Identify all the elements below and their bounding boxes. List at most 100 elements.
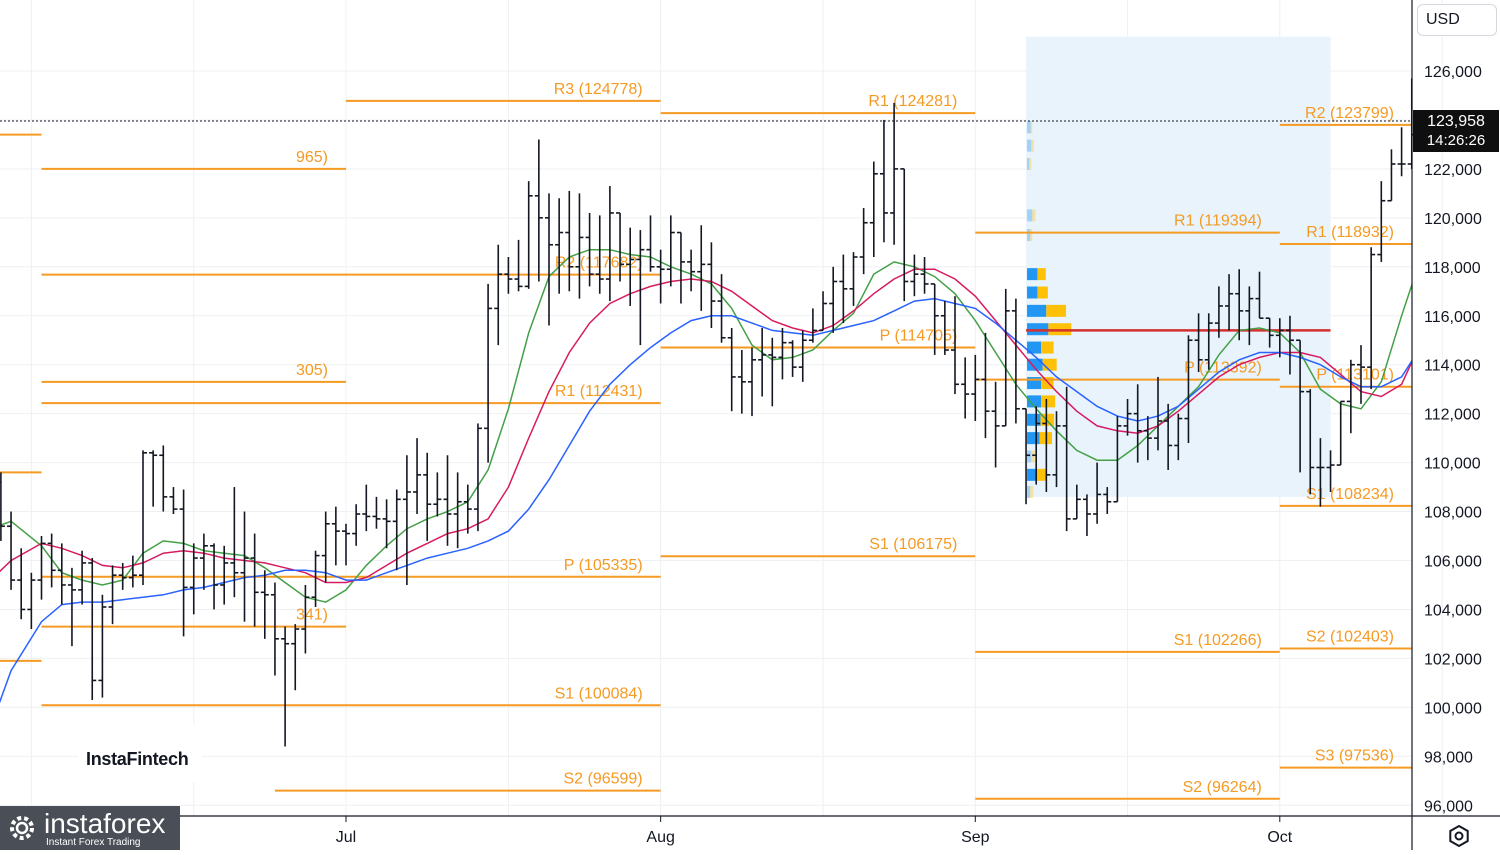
pivot-level-label: S1 (102266) xyxy=(1174,632,1262,649)
volume-profile-buy-bar xyxy=(1027,228,1031,241)
ohlc-bar xyxy=(362,484,371,532)
ohlc-bar xyxy=(139,450,147,585)
volume-profile-sell-bar xyxy=(1036,468,1047,481)
ohlc-bar xyxy=(900,168,909,302)
volume-profile-buy-bar xyxy=(1027,395,1042,408)
ohlc-bar xyxy=(534,139,543,282)
ohlc-bar xyxy=(484,283,493,463)
ohlc-bar xyxy=(1093,462,1102,524)
ohlc-bar xyxy=(1367,247,1376,390)
pivot-level-label: S2 (102403) xyxy=(1306,629,1394,646)
ohlc-bar xyxy=(819,291,828,332)
volume-profile-buy-bar xyxy=(1027,468,1037,481)
ohlc-bar xyxy=(555,198,564,294)
ohlc-bar xyxy=(758,327,767,397)
ohlc-bar xyxy=(829,266,838,333)
ohlc-bar xyxy=(250,533,259,627)
volume-profile-buy-bar xyxy=(1027,158,1030,171)
ohlc-bar xyxy=(1214,286,1223,338)
ohlc-bar xyxy=(687,249,696,292)
volume-profile-buy-bar xyxy=(1027,139,1032,152)
volume-profile-buy-bar xyxy=(1027,304,1047,317)
volume-profile-buy-bar xyxy=(1027,485,1031,498)
ohlc-bar xyxy=(676,231,685,304)
ohlc-bar xyxy=(1255,271,1264,319)
volume-profile-buy-bar xyxy=(1027,286,1038,299)
pivot-level-label: S2 (96599) xyxy=(563,771,642,788)
ohlc-bar xyxy=(108,565,117,625)
ohlc-bar xyxy=(748,347,756,417)
ohlc-bar xyxy=(342,523,350,566)
ohlc-bar xyxy=(504,257,513,294)
ohlc-bar xyxy=(951,296,959,395)
ohlc-bar xyxy=(1346,359,1355,434)
ohlc-bar xyxy=(808,308,817,343)
ohlc-bar xyxy=(788,340,797,377)
currency-selector[interactable]: USD xyxy=(1417,4,1497,36)
ohlc-bar xyxy=(778,327,787,380)
watermark-name: instaforex xyxy=(44,808,166,839)
ohlc-bar xyxy=(311,550,320,608)
ohlc-bar xyxy=(98,594,107,698)
ohlc-bar xyxy=(707,242,716,328)
ohlc-bar xyxy=(57,543,66,605)
price-axis-tick-label: 106,000 xyxy=(1424,554,1482,571)
ohlc-bar xyxy=(1143,416,1152,461)
price-axis-tick-label: 122,000 xyxy=(1424,162,1482,179)
ohlc-bar xyxy=(930,283,939,355)
currency-label: USD xyxy=(1426,11,1460,28)
pivot-level-label: 305) xyxy=(296,362,328,379)
volume-profile-sell-bar xyxy=(1030,228,1033,241)
last-price-badge: 123,958 14:26:26 xyxy=(1413,110,1499,152)
pivot-level-label: R1 (119394) xyxy=(1174,213,1262,230)
price-axis-tick-label: 126,000 xyxy=(1424,64,1482,81)
ohlc-bar xyxy=(991,381,1000,468)
ohlc-bar xyxy=(727,327,736,412)
ohlc-bar xyxy=(1103,487,1112,514)
price-axis-tick-label: 110,000 xyxy=(1424,456,1481,473)
ohlc-bar xyxy=(1052,411,1061,488)
ohlc-bar xyxy=(1316,438,1325,507)
ohlc-bar xyxy=(697,225,706,311)
volume-profile-sell-bar xyxy=(1041,341,1054,354)
chart-settings-button[interactable] xyxy=(1446,823,1472,849)
ohlc-bar xyxy=(717,274,726,343)
brand-name: InstaFintech xyxy=(86,749,189,769)
ohlc-bar xyxy=(961,357,970,419)
ohlc-bar xyxy=(514,239,523,292)
ohlc-bar xyxy=(616,212,625,282)
ohlc-bar xyxy=(169,487,178,514)
ohlc-bar xyxy=(27,572,36,630)
price-axis-tick-label: 104,000 xyxy=(1424,602,1482,619)
ohlc-bar xyxy=(626,227,635,306)
ohlc-bar xyxy=(605,186,614,302)
price-axis-tick-label: 118,000 xyxy=(1424,260,1481,277)
ohlc-bar xyxy=(240,511,249,622)
ohlc-bar xyxy=(301,584,310,654)
ohlc-bar xyxy=(463,484,472,534)
ohlc-bar xyxy=(0,472,5,541)
ohlc-bar xyxy=(1194,313,1203,373)
ohlc-bar xyxy=(1326,450,1335,492)
ohlc-bar xyxy=(128,555,137,588)
ohlc-bar xyxy=(1225,274,1234,331)
ohlc-bar xyxy=(1154,376,1162,451)
ohlc-bar xyxy=(1245,286,1254,346)
volume-profile-sell-bar xyxy=(1029,158,1032,171)
ohlc-bar xyxy=(646,215,655,272)
volume-profile-sell-bar xyxy=(1046,304,1067,317)
ohlc-bar xyxy=(1357,345,1365,404)
ohlc-bar xyxy=(1082,494,1091,537)
ohlc-bar xyxy=(1265,317,1274,348)
ohlc-bar xyxy=(1022,407,1031,505)
volume-profile-buy-bar xyxy=(1027,341,1042,354)
pivot-level-label: 341) xyxy=(296,607,328,624)
price-axis-tick-label: 116,000 xyxy=(1424,309,1481,326)
volume-profile-buy-bar xyxy=(1027,209,1033,222)
gear-icon xyxy=(1449,824,1469,848)
ohlc-bar xyxy=(798,330,807,382)
ohlc-bar xyxy=(545,193,553,326)
volume-profile-buy-bar xyxy=(1027,268,1038,281)
